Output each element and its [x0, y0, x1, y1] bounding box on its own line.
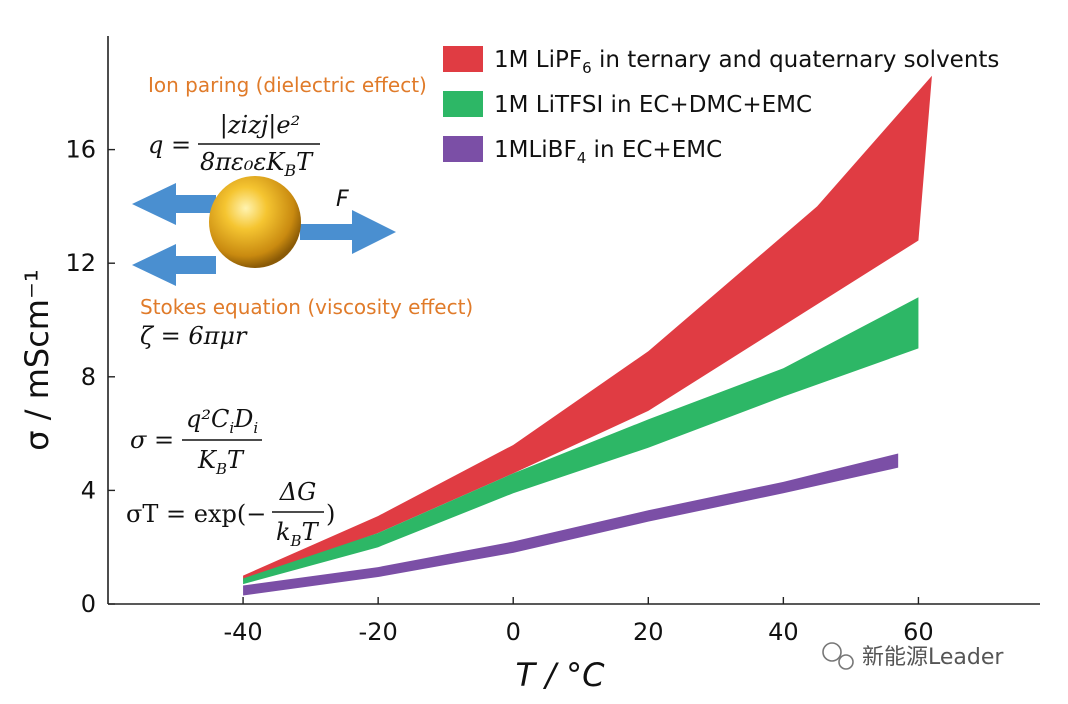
stokes-note: Stokes equation (viscosity effect) [140, 295, 473, 319]
arrow-left-lower-icon [132, 244, 216, 286]
x-axis-title: T / °C [515, 656, 605, 694]
x-tick-label: 0 [506, 618, 521, 646]
x-tick-label: -20 [359, 618, 398, 646]
eq-sigma-num-main: q²C [186, 405, 229, 433]
eq-sigma-den-main: K [197, 446, 218, 474]
y-tick-label: 0 [81, 590, 96, 618]
x-ticks: -40 -20 0 20 40 60 [223, 597, 934, 646]
watermark: 新能源Leader [822, 642, 1004, 670]
legend-swatch-2 [443, 91, 483, 117]
eq-sigma-den-rest: T [227, 446, 245, 474]
x-tick-label: 40 [768, 618, 799, 646]
legend-swatch-3 [443, 136, 483, 162]
eq-q-den-rest: T [296, 148, 314, 176]
eq-sigma-num-sub2: i [253, 419, 258, 437]
eq-sT-close: ) [326, 500, 335, 528]
ion-sphere-icon [209, 176, 301, 268]
legend-label-2: 1M LiTFSI in EC+DMC+EMC [494, 92, 812, 118]
series-band-3 [243, 453, 899, 596]
axes: -40 -20 0 20 40 60 0 4 8 12 16 [65, 36, 1040, 646]
physics-annotations: Ion paring (dielectric effect) q = |zizj… [126, 73, 473, 550]
eq-sigma-lhs: σ = [130, 426, 174, 454]
eq-sigma-num-sub: i [229, 419, 234, 437]
eq-sT-den-sub: B [290, 532, 302, 550]
wechat-icon-bubble-large [822, 642, 842, 662]
x-tick-label: 60 [903, 618, 934, 646]
eq-sT-numerator: ΔG [279, 478, 317, 506]
legend-label-1: 1M LiPF6 in ternary and quaternary solve… [494, 47, 999, 77]
legend-swatch-1 [443, 46, 483, 72]
eq-sigma-numerator: q²CiDi [186, 405, 258, 437]
watermark-text: 新能源Leader [862, 645, 1004, 670]
ion-pairing-note: Ion paring (dielectric effect) [148, 73, 427, 97]
eq-sT-den-rest: T [302, 518, 320, 546]
y-tick-label: 8 [81, 363, 96, 391]
eq-sigma-num-rest: D [233, 405, 253, 433]
arrow-left-upper-icon [132, 183, 216, 225]
legend-label-3: 1MLiBF4 in EC+EMC [494, 137, 722, 167]
y-tick-label: 4 [81, 476, 96, 504]
force-label: F [336, 187, 349, 212]
x-tick-label: -40 [223, 618, 262, 646]
y-axis-title: σ / mScm⁻¹ [18, 269, 56, 450]
eq-q-numerator: |zizj|e² [220, 111, 300, 140]
eq-sT-den-main: k [276, 518, 291, 546]
series-bands [243, 75, 932, 596]
legend: 1M LiPF6 in ternary and quaternary solve… [443, 46, 999, 167]
eq-sT-lhs: σT = exp(− [126, 500, 266, 528]
eq-sigma-denominator: KBT [197, 446, 245, 478]
eq-sT-denominator: kBT [276, 518, 320, 550]
y-tick-label: 12 [65, 249, 96, 277]
eq-sigma-den-sub: B [215, 460, 227, 478]
eq-zeta: ζ = 6πμr [140, 322, 248, 350]
y-tick-label: 16 [65, 136, 96, 164]
eq-q-den-main: 8πε₀εK [200, 148, 286, 176]
eq-q-denominator: 8πε₀εKBT [200, 148, 314, 180]
eq-q-den-sub: B [283, 161, 296, 180]
eq-q-lhs: q = [148, 131, 191, 159]
y-ticks: 0 4 8 12 16 [65, 136, 115, 618]
x-tick-label: 20 [633, 618, 664, 646]
arrow-right-icon [300, 210, 396, 254]
wechat-icon-bubble-small [838, 654, 854, 670]
